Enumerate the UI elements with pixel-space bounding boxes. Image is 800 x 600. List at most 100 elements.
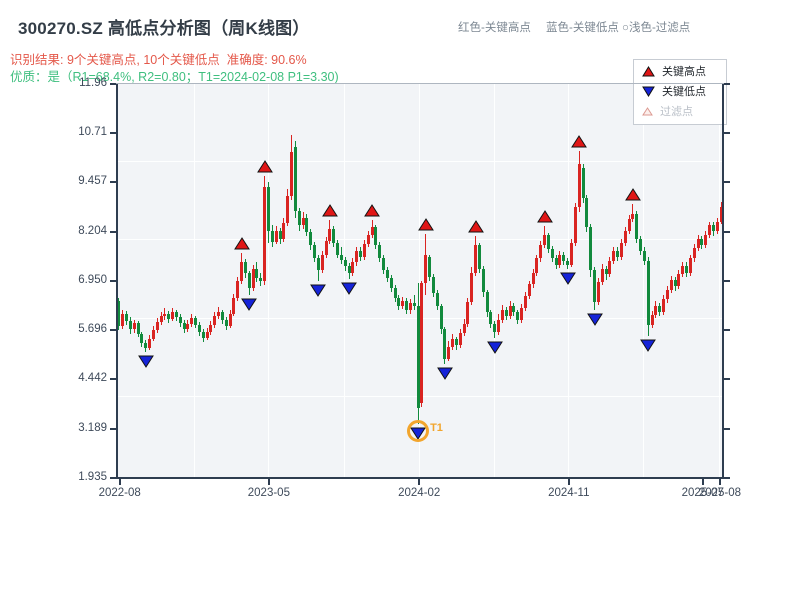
- y-axis-tick-right: [724, 378, 730, 381]
- x-axis-tick: [567, 479, 570, 485]
- candle-body: [604, 268, 608, 275]
- candle-body: [397, 297, 401, 306]
- candle-body: [224, 319, 228, 327]
- candle-wick: [632, 204, 634, 223]
- candle-body: [696, 238, 700, 249]
- candle-body: [585, 197, 589, 228]
- y-axis-tick: [110, 477, 116, 479]
- t1-circle-annotation: [407, 420, 430, 443]
- v-gridline: [268, 84, 270, 478]
- h-gridline: [117, 239, 723, 241]
- candle-body: [155, 322, 159, 331]
- candle-body: [282, 223, 286, 239]
- candle-body: [401, 300, 405, 306]
- candle-body: [596, 282, 600, 302]
- candle-body: [416, 306, 420, 408]
- candle-body: [497, 319, 501, 332]
- candle-body: [619, 242, 623, 257]
- key-high-marker: [256, 160, 273, 173]
- candle-body: [642, 250, 646, 261]
- candle-body: [512, 305, 516, 312]
- candle-body: [466, 301, 470, 324]
- candle-body: [550, 249, 554, 259]
- color-key-filtered-label: ○浅色-过滤点: [622, 22, 691, 34]
- candle-body: [355, 250, 359, 263]
- key-low-marker: [640, 339, 657, 352]
- candle-body: [186, 323, 190, 330]
- candle-body: [382, 258, 386, 271]
- legend-box: 关键高点 关键低点 过滤点: [633, 59, 727, 125]
- y-axis-tick-label: 6.950: [78, 273, 107, 286]
- recognition-result-text: 识别结果: 9个关键高点, 10个关键低点 准确度: 90.6%: [10, 53, 307, 67]
- y-axis-tick-label: 5.696: [78, 323, 107, 336]
- candle-body: [339, 254, 343, 261]
- candle-body: [159, 316, 163, 323]
- y-axis-tick-label: 9.457: [78, 175, 107, 188]
- candle-body: [148, 338, 152, 349]
- x-axis-tick-label: 2025-07: [681, 487, 724, 499]
- candle-body: [477, 245, 481, 269]
- candle-body: [539, 245, 543, 259]
- y-axis-tick: [110, 181, 116, 184]
- candle-body: [447, 347, 451, 360]
- candle-body: [481, 268, 485, 293]
- x-axis-tick: [267, 479, 270, 485]
- candle-body: [554, 258, 558, 265]
- y-axis-tick-right: [724, 329, 730, 332]
- candle-body: [136, 322, 140, 334]
- legend-item-key-low: 关键低点: [642, 81, 706, 101]
- y-axis-tick: [110, 230, 116, 233]
- candle-body: [493, 323, 497, 332]
- legend-filtered-label: 过滤点: [660, 106, 693, 118]
- candle-body: [546, 234, 550, 250]
- candle-body: [531, 272, 535, 285]
- candle-body: [454, 339, 458, 345]
- candle-body: [654, 305, 658, 316]
- candle-body: [412, 303, 416, 307]
- candle-body: [428, 257, 432, 277]
- candle-body: [255, 268, 259, 279]
- candle-body: [439, 306, 443, 330]
- candle-body: [351, 262, 355, 273]
- candle-body: [673, 279, 677, 286]
- candle-body: [700, 238, 704, 246]
- y-axis-tick-right: [724, 132, 730, 135]
- key-low-marker: [586, 313, 603, 327]
- t1-label: T1: [430, 422, 443, 435]
- candle-body: [424, 255, 428, 283]
- left-spine: [116, 83, 118, 479]
- x-axis-tick-label: 2023-05: [247, 487, 290, 499]
- key-low-marker: [310, 284, 327, 297]
- candle-body: [470, 272, 474, 302]
- candle-body: [650, 315, 654, 326]
- y-axis-tick-right: [724, 279, 730, 282]
- candle-body: [489, 311, 493, 324]
- candle-body: [213, 315, 217, 326]
- candle-body: [220, 311, 224, 320]
- candle-body: [612, 250, 616, 261]
- candle-body: [171, 312, 175, 319]
- y-axis-tick-label: 4.442: [78, 372, 107, 385]
- candle-body: [708, 225, 712, 235]
- candle-body: [504, 309, 508, 316]
- candle-body: [316, 258, 320, 271]
- candle-body: [658, 305, 662, 312]
- candle-body: [443, 329, 447, 360]
- y-axis-tick: [110, 329, 116, 332]
- y-axis-tick-right: [724, 181, 730, 184]
- legend-item-key-high: 关键高点: [642, 61, 706, 81]
- v-gridline: [343, 84, 345, 478]
- v-gridline: [719, 84, 721, 478]
- v-gridline: [493, 84, 495, 478]
- candle-body: [286, 195, 290, 224]
- key-low-marker: [437, 367, 453, 381]
- key-high-marker: [417, 217, 434, 231]
- y-axis-tick-right: [724, 477, 730, 479]
- key-low-marker: [486, 341, 503, 354]
- candle-body: [182, 322, 186, 330]
- y-axis-tick: [110, 279, 116, 282]
- candle-body: [263, 186, 267, 281]
- v-gridline: [418, 84, 420, 478]
- candle-body: [719, 207, 723, 222]
